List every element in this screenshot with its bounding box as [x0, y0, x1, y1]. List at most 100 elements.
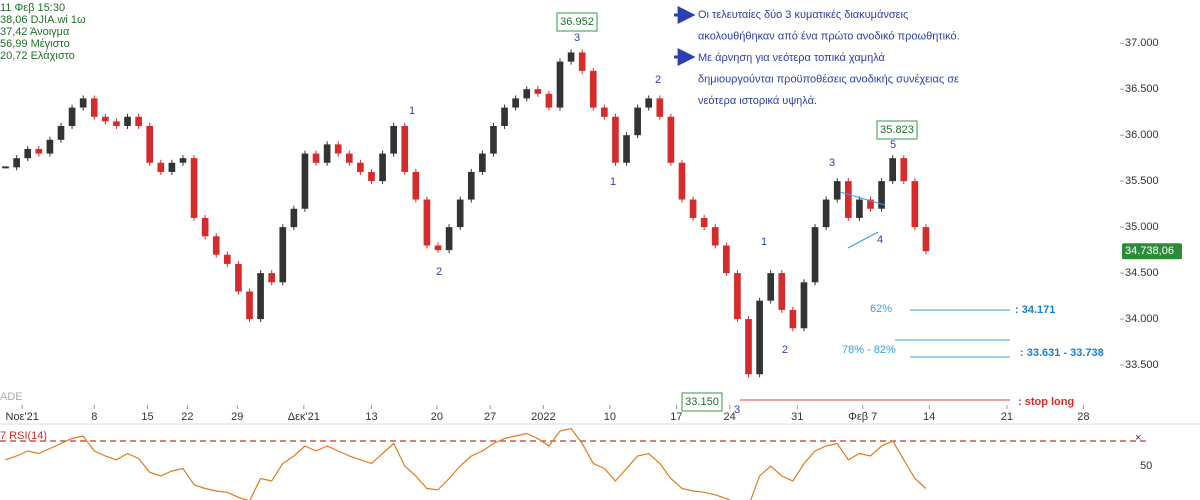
candle [168, 162, 176, 172]
comment-line: Με άρνηση για νεότερα τοπικά χαμηλά [698, 52, 886, 64]
candle [279, 227, 287, 283]
candle [567, 52, 575, 62]
candle [190, 158, 198, 218]
ohlc-legend: 37,42 Άνοιγμα [0, 26, 70, 38]
y-tick-label: 33.500 [1125, 359, 1159, 371]
candle [57, 125, 65, 140]
candle [745, 319, 752, 375]
candle [113, 121, 120, 126]
x-tick-label: 2022 [531, 411, 555, 423]
x-tick-label: 13 [365, 411, 377, 423]
price-box-label: 36.952 [560, 16, 594, 28]
candle [212, 236, 220, 255]
candle [700, 217, 708, 228]
wave-label: 2 [655, 74, 661, 86]
candle [601, 107, 608, 117]
pattern-line [847, 231, 879, 249]
x-tick-label: 10 [604, 411, 616, 423]
y-tick-label: 37.000 [1125, 37, 1159, 49]
comment-line: ακολουθήθηκαν από ένα πρώτο ανοδικό προω… [698, 30, 960, 42]
comment-line: νεότερα ιστορικά υψηλά. [698, 95, 817, 107]
candle [490, 125, 497, 154]
x-tick-label: Δεκ'21 [288, 411, 320, 423]
candle [301, 153, 309, 209]
last-price-box [1122, 243, 1182, 260]
candle [844, 181, 852, 218]
x-tick-label: 22 [181, 411, 193, 423]
candle [612, 116, 619, 163]
x-tick-label: 29 [231, 411, 243, 423]
fib-label: 62% [870, 303, 892, 315]
y-tick-label: 35.500 [1125, 175, 1159, 187]
candle [856, 199, 863, 218]
candle [13, 158, 20, 168]
candle [689, 199, 697, 218]
x-tick-label: 31 [791, 411, 803, 423]
fib-label: 78% - 82% [842, 344, 896, 356]
wave-label: 5 [890, 139, 896, 151]
x-tick-label: 8 [91, 411, 97, 423]
x-tick-label: 20 [431, 411, 443, 423]
candle [46, 139, 54, 154]
candle [656, 98, 664, 117]
watermark: ADE [0, 391, 23, 403]
candle [833, 181, 841, 200]
candle [811, 227, 819, 283]
candle [102, 116, 109, 122]
y-tick-label: 34.500 [1125, 267, 1159, 279]
candle [578, 52, 586, 71]
wave-label: 1 [409, 105, 415, 117]
wave-label: 4 [877, 234, 883, 246]
candle [90, 98, 98, 117]
candle [678, 162, 686, 200]
pattern-line [839, 191, 886, 206]
price-box [556, 12, 598, 32]
candle [922, 227, 930, 252]
candle [911, 181, 919, 228]
candle [623, 135, 630, 163]
candle [589, 70, 597, 108]
candle [345, 153, 353, 163]
x-tick-label: 21 [1001, 411, 1013, 423]
candle [434, 245, 442, 251]
candle [900, 158, 908, 182]
candle [800, 282, 808, 329]
y-tick-label: 36.000 [1125, 129, 1159, 141]
wave-label: 3 [574, 32, 580, 44]
wave-label: 2 [436, 266, 442, 278]
candle [68, 107, 76, 126]
candle [24, 148, 32, 159]
candle [456, 199, 464, 228]
fib-value: : 33.631 - 33.738 [1020, 347, 1104, 359]
candle [224, 254, 231, 264]
x-tick-label: 27 [484, 411, 496, 423]
candle [157, 162, 165, 172]
wave-label: 1 [761, 236, 767, 248]
y-tick-label: 34.000 [1125, 313, 1159, 325]
wave-label: 3 [734, 404, 740, 416]
candle [878, 181, 885, 209]
candle [35, 148, 43, 154]
price-box-label: 33.150 [685, 396, 719, 408]
candle [545, 93, 553, 108]
x-tick-label: 14 [923, 411, 935, 423]
fib-value: : 34.171 [1015, 304, 1055, 316]
ohlc-legend: 11 Φεβ 15:30 [0, 2, 65, 14]
candle [534, 89, 542, 94]
x-tick-label: Φεβ 7 [848, 411, 877, 423]
candle [445, 227, 453, 251]
candle [789, 309, 797, 329]
candle [379, 153, 386, 182]
candle [423, 199, 431, 246]
candle [756, 300, 763, 375]
candle [501, 107, 508, 126]
x-tick-label: 15 [141, 411, 153, 423]
close-icon: × [1135, 432, 1141, 444]
candle [246, 291, 253, 320]
rsi-line [5, 427, 927, 500]
candle [667, 116, 675, 163]
rsi-group [5, 427, 927, 500]
comment-line: Οι τελευταίες δύο 3 κυματικές διακυμάνσε… [698, 9, 908, 21]
candle [79, 98, 87, 108]
ohlc-legend: 38,06 DJIA.wi 1ω [0, 14, 86, 26]
